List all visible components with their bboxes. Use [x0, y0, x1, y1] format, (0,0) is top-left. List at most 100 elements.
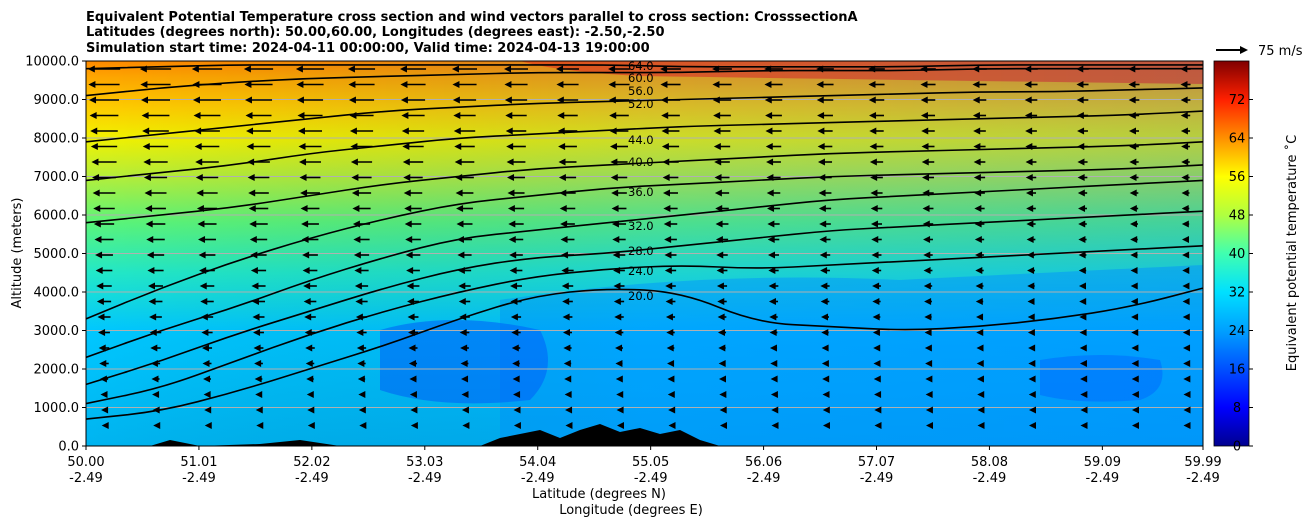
x-tick-label-lon: -2.49	[973, 471, 1007, 486]
y-axis-label: Altitude (meters)	[10, 198, 25, 309]
wind-vector	[405, 236, 421, 243]
wind-vector	[974, 205, 985, 212]
wind-vector	[559, 189, 576, 197]
wind-vector	[200, 313, 214, 321]
wind-vector	[1181, 236, 1190, 243]
wind-vector	[771, 422, 779, 429]
wind-vector	[94, 236, 114, 243]
wind-vector	[1131, 329, 1139, 336]
wind-vector	[353, 251, 370, 259]
wind-vector	[667, 375, 675, 383]
wind-vector	[1130, 298, 1138, 305]
wind-vector	[563, 360, 572, 367]
wind-vector	[404, 220, 422, 228]
wind-vector	[974, 236, 985, 243]
wind-vector	[558, 143, 577, 150]
wind-vector	[1181, 205, 1190, 212]
wind-vector	[250, 267, 267, 274]
wind-vector	[768, 282, 779, 290]
wind-vector	[973, 127, 986, 135]
wind-vector	[304, 329, 316, 336]
wind-vector	[869, 143, 884, 150]
wind-vector	[453, 112, 476, 119]
wind-vector	[141, 96, 170, 104]
wind-vector	[202, 360, 212, 367]
wind-vector	[920, 112, 936, 119]
wind-vector	[145, 205, 166, 212]
contour-label-52: 52.0	[628, 97, 654, 111]
wind-vector	[301, 236, 319, 243]
wind-vector	[1183, 406, 1191, 414]
contour-line-56	[86, 67, 1203, 97]
wind-vector	[818, 189, 832, 197]
wind-vector	[91, 158, 117, 166]
x-tick-label-lat: 55.05	[632, 455, 669, 470]
wind-vector	[558, 174, 577, 181]
wind-vector	[404, 205, 422, 212]
wind-vector	[660, 81, 681, 88]
wind-vector	[715, 236, 729, 243]
y-tick-label: 8000.0	[34, 132, 80, 147]
wind-vector	[357, 360, 366, 367]
wind-vector	[1183, 375, 1191, 383]
wind-vector	[822, 391, 830, 398]
wind-vector	[194, 143, 220, 150]
wind-vector	[1183, 422, 1191, 429]
wind-vector	[868, 65, 885, 73]
wind-vector	[457, 267, 472, 274]
wind-vector	[1078, 267, 1087, 274]
colorbar-tick-label: 16	[1229, 363, 1246, 378]
wind-vector	[871, 267, 882, 274]
wind-vector	[1028, 406, 1036, 414]
wind-vector	[1078, 220, 1087, 228]
wind-vector	[194, 127, 220, 135]
contour-label-28: 28.0	[628, 244, 654, 258]
wind-vector	[766, 158, 781, 166]
contour-line-28	[86, 210, 1203, 386]
wind-vector	[402, 143, 424, 150]
wind-vector	[458, 298, 471, 305]
wind-vector	[560, 251, 575, 259]
wind-vector	[769, 313, 778, 321]
wind-vector	[356, 344, 367, 352]
wind-vector	[560, 236, 575, 243]
wind-vector	[870, 189, 883, 197]
wind-vector	[1181, 158, 1190, 166]
wind-vector	[510, 282, 522, 290]
wind-vector	[712, 96, 732, 104]
contour-label-20: 20.0	[628, 289, 654, 303]
wind-vector	[1130, 282, 1138, 290]
wind-vector	[868, 96, 885, 104]
wind-vector	[1079, 329, 1087, 336]
wind-vector	[608, 96, 630, 104]
wind-vector	[297, 112, 323, 119]
wind-vector	[1130, 236, 1138, 243]
wind-vector	[923, 251, 933, 259]
grid-layer	[86, 61, 1203, 446]
wind-vector	[510, 298, 522, 305]
wind-vector	[1182, 267, 1190, 274]
wind-vector	[146, 251, 165, 259]
x-tick-label-lat: 54.04	[519, 455, 556, 470]
wind-vector	[1027, 329, 1035, 336]
wind-vector	[667, 360, 675, 367]
wind-vector	[355, 298, 368, 305]
wind-vector	[204, 422, 212, 429]
wind-vector	[818, 205, 832, 212]
wind-vector	[511, 329, 521, 336]
wind-vector	[299, 174, 321, 181]
wind-vector	[1080, 375, 1088, 383]
wind-vector	[1129, 189, 1139, 197]
wind-vector	[152, 391, 160, 398]
wind-vector	[101, 422, 109, 429]
wind-vector	[716, 267, 728, 274]
wind-vector	[666, 344, 675, 352]
wind-vector	[299, 158, 321, 166]
x-tick-label-lat: 50.00	[67, 455, 104, 470]
wind-vector	[1182, 282, 1190, 290]
wind-vector	[665, 282, 676, 290]
wind-vector	[462, 422, 470, 429]
wind-vector	[461, 406, 469, 414]
wind-vector	[406, 282, 420, 290]
wind-vector	[460, 344, 469, 352]
